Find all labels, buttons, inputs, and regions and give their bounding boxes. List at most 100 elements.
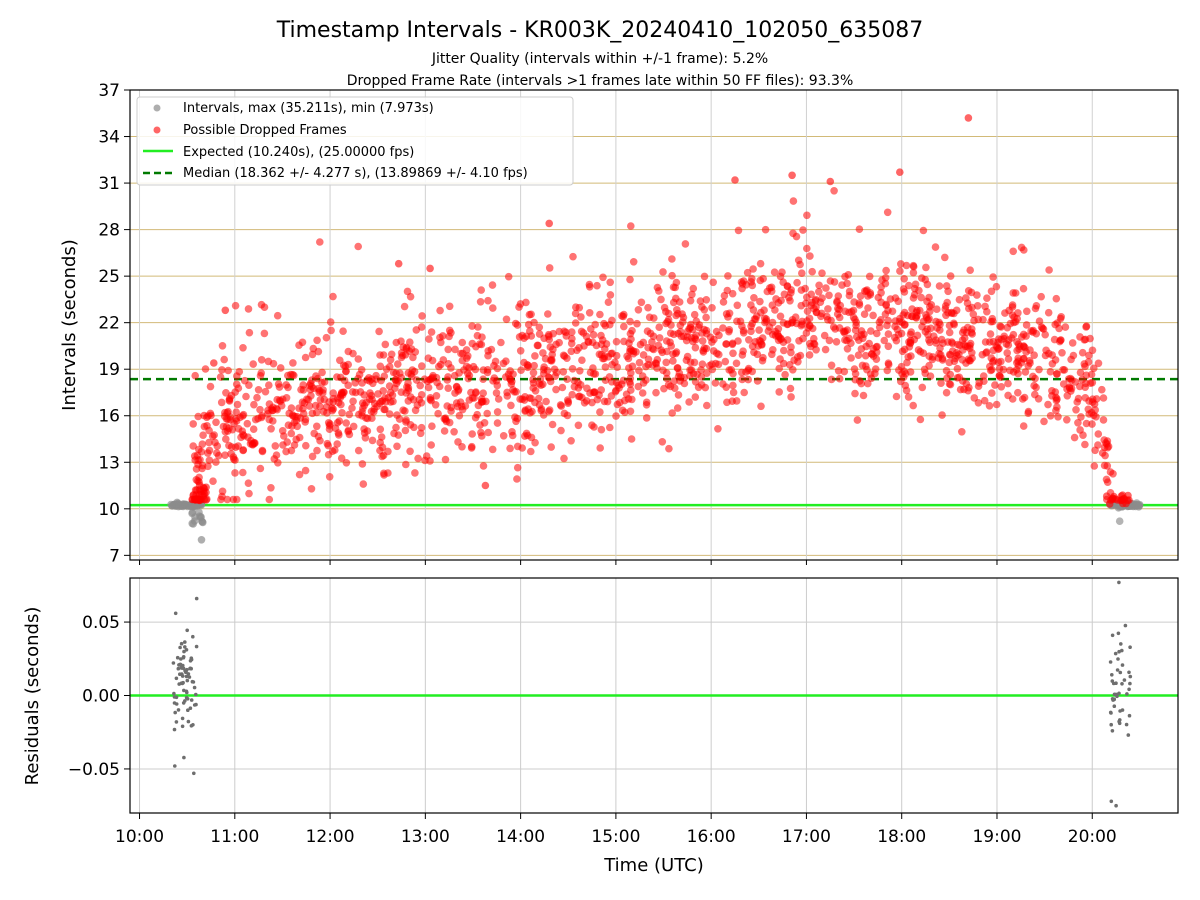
dropped-frame-point: [932, 339, 940, 347]
dropped-frame-point: [232, 415, 240, 423]
dropped-frame-point: [742, 368, 750, 376]
dropped-frame-point: [702, 296, 711, 304]
dropped-frame-point: [720, 291, 729, 300]
dropped-frame-point: [989, 346, 998, 355]
dropped-frame-point: [295, 470, 304, 479]
dropped-frame-point: [1098, 385, 1106, 394]
dropped-frame-point: [1039, 325, 1048, 333]
dropped-frame-point: [765, 323, 774, 331]
dropped-frame-point: [1003, 349, 1011, 357]
dropped-frame-point: [698, 360, 707, 369]
dropped-frame-point: [436, 306, 444, 315]
dropped-frame-point: [370, 408, 378, 416]
dropped-frame-point: [1004, 341, 1013, 349]
dropped-frame-point: [365, 395, 374, 404]
dropped-frame-point: [933, 305, 941, 314]
residual-point: [1127, 670, 1131, 675]
residual-point: [1128, 674, 1133, 679]
dropped-frame-point: [251, 415, 260, 424]
dropped-frame-point: [909, 262, 918, 271]
dropped-frame-point: [935, 282, 944, 290]
dropped-frame-point: [1044, 400, 1052, 409]
bottom-scatter-points: [171, 580, 1133, 808]
dropped-frame-point: [530, 318, 538, 327]
dropped-frame-point: [432, 392, 441, 400]
dropped-frame-point: [859, 391, 868, 400]
dropped-frame-point: [416, 381, 425, 390]
dropped-frame-point: [531, 387, 540, 395]
residual-point: [1110, 633, 1115, 638]
dropped-frame-point: [881, 310, 890, 319]
dropped-frame-point: [472, 388, 480, 396]
dropped-frame-point: [793, 278, 801, 287]
dropped-frame-point: [1045, 349, 1053, 358]
dropped-frame-point: [818, 269, 826, 278]
residual-point: [192, 771, 196, 776]
legend: Intervals, max (35.211s), min (7.973s) P…: [136, 96, 574, 186]
dropped-frame-point: [342, 419, 351, 427]
dropped-frame-point: [227, 450, 235, 458]
dropped-frame-point: [1014, 388, 1022, 397]
dropped-frame-point: [599, 273, 607, 282]
dropped-frame-point: [529, 369, 538, 377]
dropped-frame-point: [338, 409, 346, 417]
dropped-frame-point: [477, 395, 486, 403]
dropped-frame-point: [333, 373, 341, 381]
dropped-frame-point: [1123, 496, 1132, 505]
dropped-frame-point: [830, 278, 839, 286]
top-y-tick-label: 19: [98, 360, 120, 380]
dropped-frame-point: [658, 348, 667, 357]
dropped-frame-point: [308, 452, 317, 461]
dropped-frame-point: [327, 326, 335, 335]
dropped-frame-point: [299, 386, 308, 394]
dropped-frame-point: [807, 290, 815, 299]
dropped-frame-point: [995, 364, 1004, 373]
dropped-frame-point: [1058, 349, 1066, 357]
dropped-frame-point: [612, 337, 621, 346]
dropped-frame-point: [824, 305, 832, 313]
dropped-frame-point: [914, 346, 923, 354]
dropped-frame-point: [818, 294, 826, 303]
dropped-frame-point: [780, 346, 788, 355]
dropped-frame-point: [575, 392, 584, 401]
dropped-frame-point: [694, 323, 703, 332]
dropped-frame-point: [873, 329, 881, 338]
dropped-frame-point: [808, 267, 816, 276]
dropped-frame-point: [563, 375, 571, 384]
dropped-frame-point: [606, 320, 614, 329]
dropped-frame-point: [875, 323, 884, 332]
dropped-frame-point: [242, 392, 250, 401]
dropped-frame-point: [865, 339, 873, 348]
dropped-frame-point: [337, 454, 346, 463]
dropped-frame-point: [223, 495, 232, 504]
dropped-frame-point: [865, 272, 874, 281]
residual-point: [183, 640, 187, 644]
dropped-frame-point: [552, 385, 560, 394]
dropped-frame-point: [861, 351, 870, 360]
dropped-frame-point: [225, 396, 234, 404]
dropped-frame-point: [329, 405, 338, 413]
dropped-frame-point: [833, 310, 842, 318]
dropped-frame-point: [986, 362, 994, 371]
dropped-frame-point: [435, 362, 443, 371]
dropped-frame-point: [425, 335, 433, 343]
dropped-frame-point: [711, 379, 720, 387]
dropped-frame-point: [997, 357, 1005, 366]
dropped-frame-point: [323, 439, 332, 448]
dropped-frame-point: [959, 346, 967, 354]
dropped-frame-point: [1041, 330, 1049, 339]
dropped-frame-point: [434, 409, 442, 418]
dropped-frame-point: [943, 374, 951, 383]
top-y-tick-label: 13: [98, 453, 120, 473]
dropped-frame-point: [1021, 368, 1030, 376]
dropped-frame-point: [1037, 292, 1045, 301]
dropped-frame-point: [797, 301, 805, 310]
residual-point: [178, 645, 182, 650]
dropped-frame-point: [490, 361, 498, 370]
dropped-frame-point: [521, 407, 529, 416]
dropped-frame-point: [729, 388, 738, 397]
dropped-frame-point: [792, 232, 801, 241]
dropped-frame-point: [301, 353, 310, 362]
dropped-frame-point: [1069, 351, 1078, 360]
dropped-frame-point: [337, 400, 345, 409]
